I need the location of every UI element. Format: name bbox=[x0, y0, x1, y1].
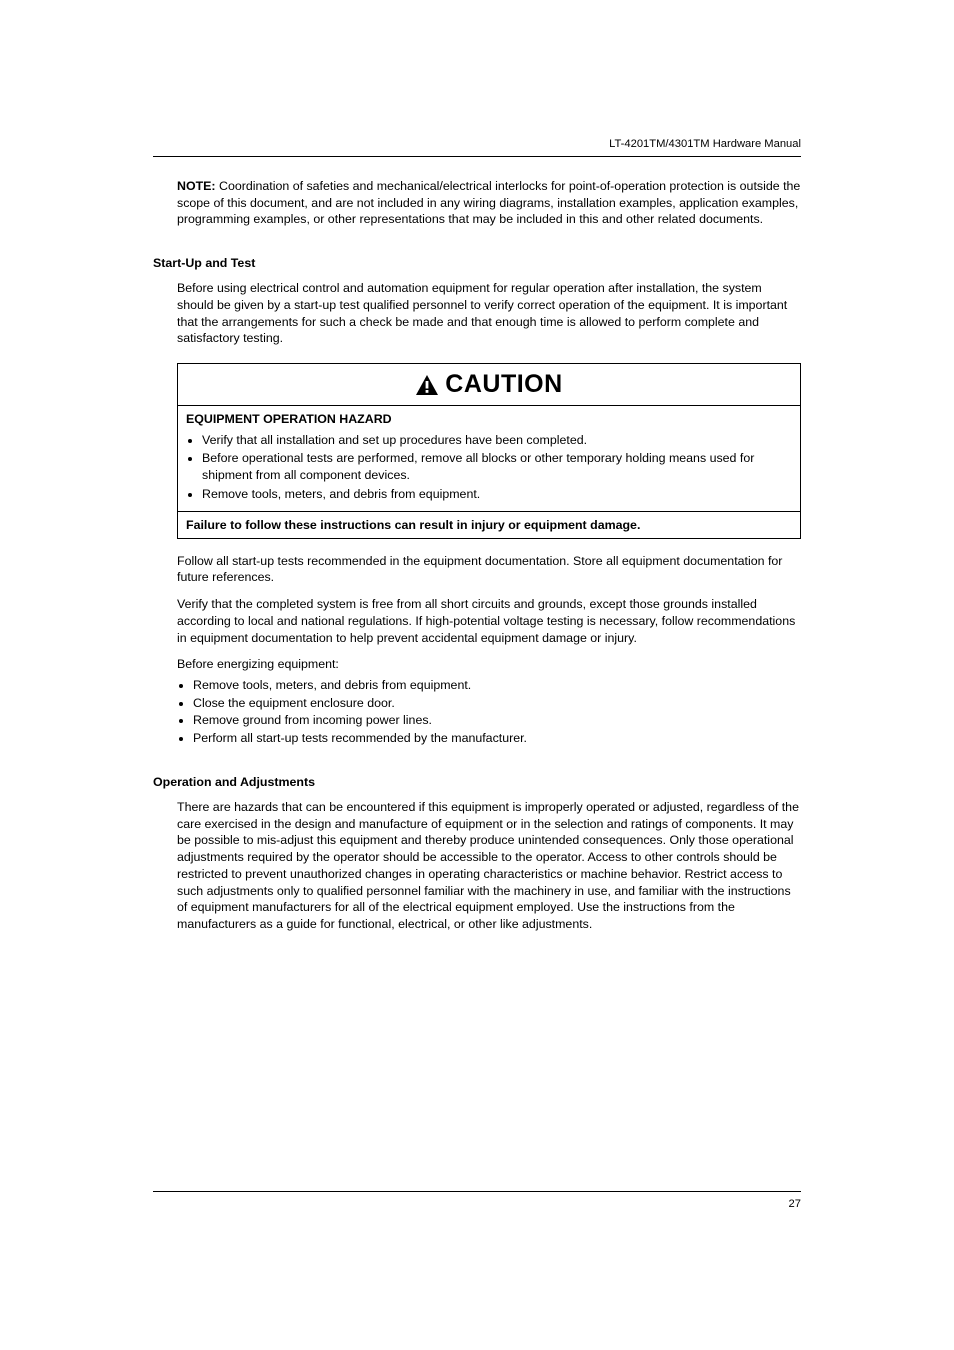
energize-list: Remove tools, meters, and debris from eq… bbox=[193, 677, 801, 747]
operation-p1: There are hazards that can be encountere… bbox=[177, 799, 801, 933]
section-heading-operation: Operation and Adjustments bbox=[153, 775, 801, 789]
caution-item: Remove tools, meters, and debris from eq… bbox=[202, 486, 792, 503]
page-number: 27 bbox=[789, 1198, 801, 1210]
caution-box: CAUTION EQUIPMENT OPERATION HAZARD Verif… bbox=[177, 363, 801, 538]
footer-rule bbox=[153, 1191, 801, 1192]
header-rule bbox=[153, 156, 801, 157]
list-item: Perform all start-up tests recommended b… bbox=[193, 730, 801, 747]
caution-subheading: EQUIPMENT OPERATION HAZARD bbox=[178, 406, 800, 430]
caution-item: Before operational tests are performed, … bbox=[202, 450, 792, 483]
list-item: Remove tools, meters, and debris from eq… bbox=[193, 677, 801, 694]
warning-icon bbox=[415, 374, 439, 396]
list-item: Remove ground from incoming power lines. bbox=[193, 712, 801, 729]
caution-title-text: CAUTION bbox=[445, 370, 562, 399]
note-text: Coordination of safeties and mechanical/… bbox=[177, 179, 800, 226]
caution-title-row: CAUTION bbox=[178, 364, 800, 406]
startup-p2: Follow all start-up tests recommended in… bbox=[177, 553, 801, 586]
startup-p4: Before energizing equipment: bbox=[177, 656, 801, 673]
caution-list: Verify that all installation and set up … bbox=[178, 430, 800, 511]
page-content: NOTE: Coordination of safeties and mecha… bbox=[153, 178, 801, 943]
caution-title: CAUTION bbox=[415, 370, 562, 399]
startup-p3: Verify that the completed system is free… bbox=[177, 596, 801, 646]
running-head: LT-4201TM/4301TM Hardware Manual bbox=[609, 138, 801, 150]
caution-item: Verify that all installation and set up … bbox=[202, 432, 792, 449]
note-paragraph: NOTE: Coordination of safeties and mecha… bbox=[177, 178, 801, 228]
list-item: Close the equipment enclosure door. bbox=[193, 695, 801, 712]
section-heading-startup: Start-Up and Test bbox=[153, 256, 801, 270]
note-label: NOTE: bbox=[177, 179, 216, 193]
caution-footer: Failure to follow these instructions can… bbox=[178, 511, 800, 538]
startup-p1: Before using electrical control and auto… bbox=[177, 280, 801, 347]
page: LT-4201TM/4301TM Hardware Manual NOTE: C… bbox=[0, 0, 954, 1350]
